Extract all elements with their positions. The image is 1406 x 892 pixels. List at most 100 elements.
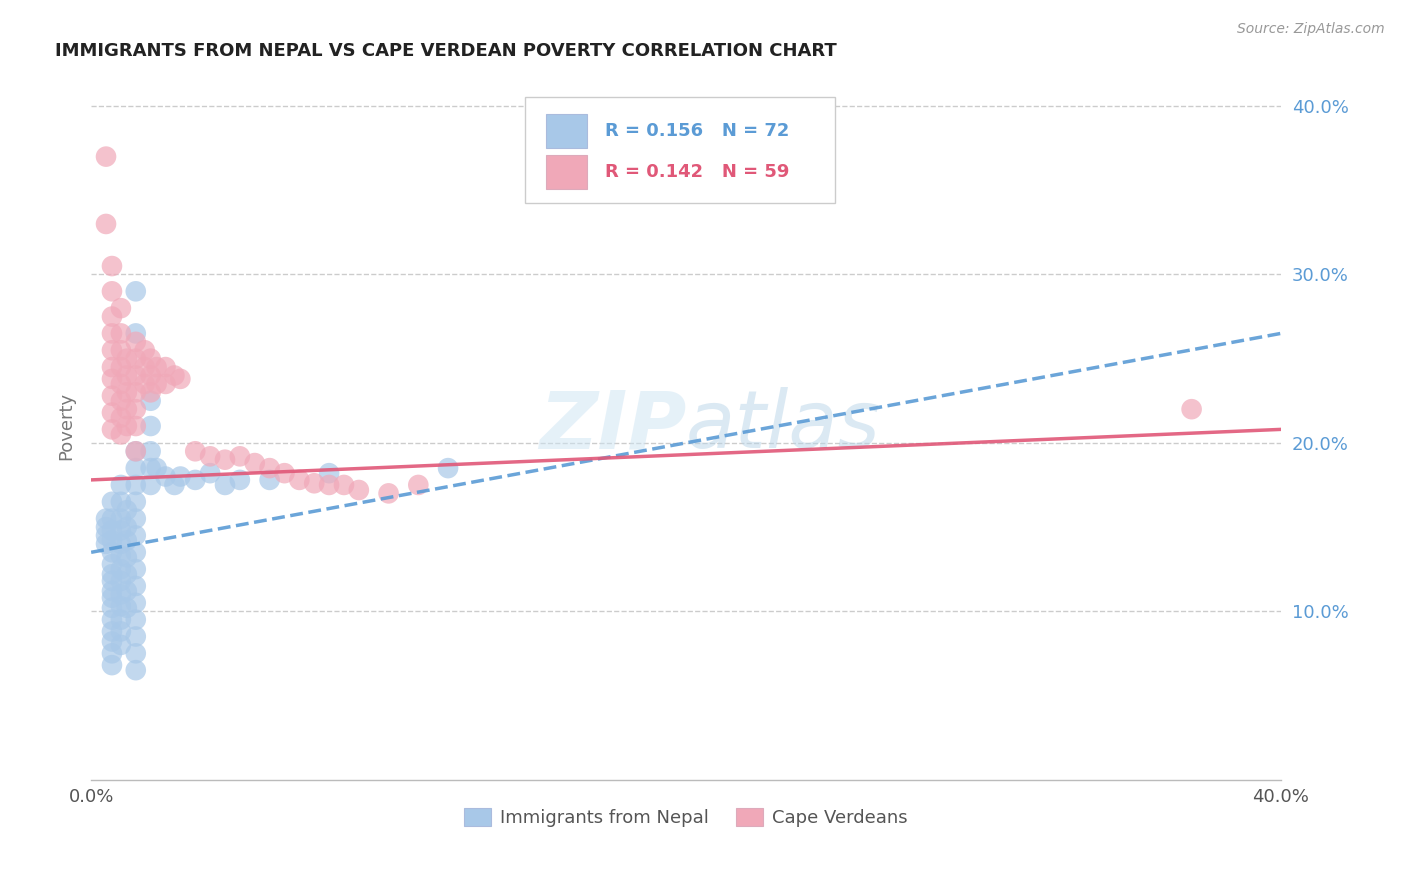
Point [101, 360, 124, 375]
Point [134, 376, 156, 391]
Point [115, 550, 138, 565]
Point [115, 419, 138, 434]
Point [139, 385, 162, 400]
Point [110, 624, 132, 639]
Point [125, 402, 148, 417]
Point [163, 368, 186, 383]
Point [125, 495, 148, 509]
Point [101, 634, 124, 648]
Point [145, 461, 167, 475]
Point [198, 450, 221, 464]
Point [101, 310, 124, 324]
Text: IMMIGRANTS FROM NEPAL VS CAPE VERDEAN POVERTY CORRELATION CHART: IMMIGRANTS FROM NEPAL VS CAPE VERDEAN PO… [55, 42, 837, 60]
Point [110, 360, 132, 375]
Point [125, 613, 148, 627]
Point [101, 557, 124, 571]
Text: Source: ZipAtlas.com: Source: ZipAtlas.com [1237, 22, 1385, 37]
Point [125, 630, 148, 644]
FancyBboxPatch shape [526, 97, 835, 203]
Point [318, 466, 340, 480]
Point [125, 663, 148, 677]
Point [169, 372, 191, 386]
Point [115, 402, 138, 417]
Point [101, 591, 124, 605]
Point [94, 217, 117, 231]
Point [110, 427, 132, 442]
Point [139, 368, 162, 383]
Point [110, 376, 132, 391]
Point [110, 511, 132, 525]
Point [198, 466, 221, 480]
Point [125, 326, 148, 341]
Point [125, 528, 148, 542]
Point [101, 600, 124, 615]
Point [115, 503, 138, 517]
Legend: Immigrants from Nepal, Cape Verdeans: Immigrants from Nepal, Cape Verdeans [457, 800, 915, 834]
Point [347, 483, 370, 497]
Point [145, 360, 167, 375]
FancyBboxPatch shape [546, 114, 588, 148]
Point [101, 646, 124, 660]
Point [155, 360, 177, 375]
Point [139, 393, 162, 408]
Point [115, 385, 138, 400]
Point [125, 385, 148, 400]
Point [101, 343, 124, 358]
Point [110, 562, 132, 576]
Point [139, 444, 162, 458]
Point [408, 478, 430, 492]
Point [377, 486, 399, 500]
Point [169, 469, 191, 483]
Point [125, 419, 148, 434]
Point [229, 450, 252, 464]
Point [437, 461, 460, 475]
Point [184, 444, 207, 458]
Point [145, 376, 167, 391]
Point [125, 596, 148, 610]
Point [125, 461, 148, 475]
Point [288, 473, 311, 487]
Point [101, 658, 124, 673]
Point [101, 326, 124, 341]
Point [101, 567, 124, 582]
Point [110, 613, 132, 627]
Point [110, 638, 132, 652]
Point [115, 368, 138, 383]
Point [110, 574, 132, 588]
Point [94, 528, 117, 542]
Point [139, 478, 162, 492]
Point [110, 587, 132, 601]
Point [110, 495, 132, 509]
Point [273, 466, 295, 480]
Point [110, 537, 132, 551]
Point [101, 545, 124, 559]
Point [125, 511, 148, 525]
Point [125, 334, 148, 349]
Text: atlas: atlas [686, 387, 880, 465]
Point [101, 389, 124, 403]
Text: R = 0.156   N = 72: R = 0.156 N = 72 [605, 122, 790, 140]
Point [101, 285, 124, 299]
Point [259, 461, 281, 475]
Point [125, 444, 148, 458]
Point [184, 473, 207, 487]
Point [125, 285, 148, 299]
Point [125, 351, 148, 366]
Text: R = 0.142   N = 59: R = 0.142 N = 59 [605, 163, 790, 181]
Point [115, 351, 138, 366]
Point [101, 613, 124, 627]
Point [125, 478, 148, 492]
Point [110, 478, 132, 492]
Point [110, 301, 132, 315]
Point [125, 444, 148, 458]
Point [101, 495, 124, 509]
Point [155, 376, 177, 391]
Point [139, 461, 162, 475]
Point [94, 150, 117, 164]
Point [115, 600, 138, 615]
Point [101, 422, 124, 436]
Point [139, 351, 162, 366]
Point [125, 562, 148, 576]
Point [163, 478, 186, 492]
Point [125, 368, 148, 383]
